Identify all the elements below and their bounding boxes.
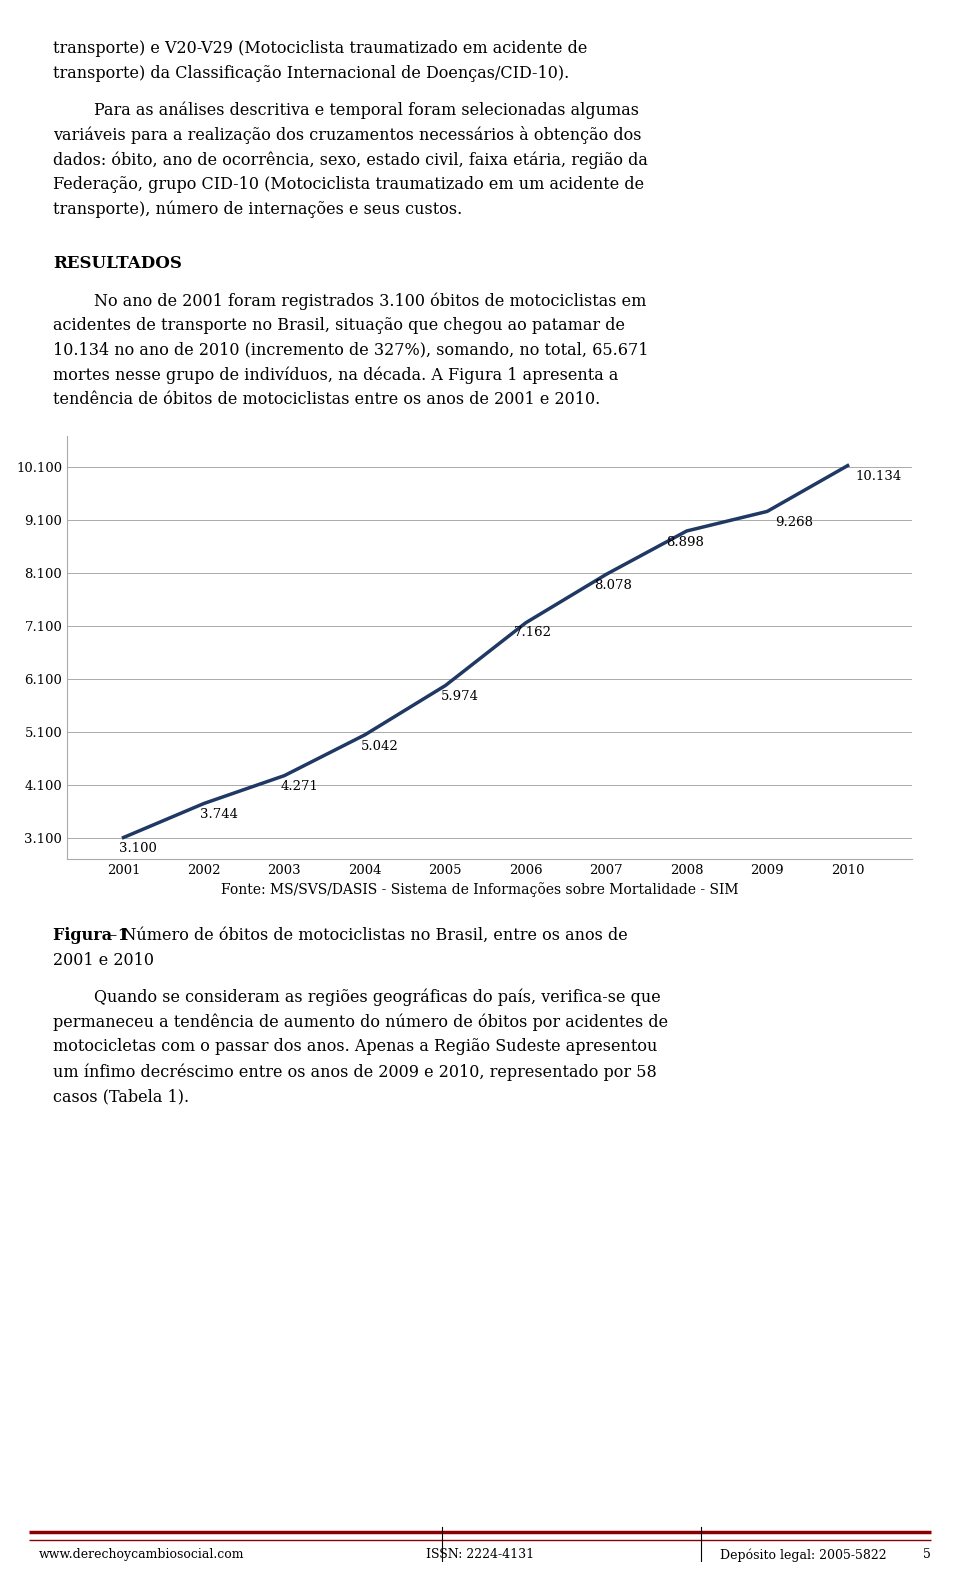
Text: ISSN: 2224-4131: ISSN: 2224-4131 xyxy=(426,1548,534,1561)
Text: 10.134 no ano de 2010 (incremento de 327%), somando, no total, 65.671: 10.134 no ano de 2010 (incremento de 327… xyxy=(53,342,648,359)
Text: 4.271: 4.271 xyxy=(280,780,319,793)
Text: dados: óbito, ano de ocorrência, sexo, estado civil, faixa etária, região da: dados: óbito, ano de ocorrência, sexo, e… xyxy=(53,152,648,169)
Text: 5.042: 5.042 xyxy=(361,739,398,753)
Text: tendência de óbitos de motociclistas entre os anos de 2001 e 2010.: tendência de óbitos de motociclistas ent… xyxy=(53,391,600,409)
Text: Fonte: MS/SVS/DASIS - Sistema de Informações sobre Mortalidade - SIM: Fonte: MS/SVS/DASIS - Sistema de Informa… xyxy=(221,883,739,897)
Text: 2001 e 2010: 2001 e 2010 xyxy=(53,951,154,969)
Text: mortes nesse grupo de indivíduos, na década. A Figura 1 apresenta a: mortes nesse grupo de indivíduos, na déc… xyxy=(53,367,618,385)
Text: – Número de óbitos de motociclistas no Brasil, entre os anos de: – Número de óbitos de motociclistas no B… xyxy=(105,927,628,945)
Text: 9.268: 9.268 xyxy=(776,516,813,530)
Text: Depósito legal: 2005-5822: Depósito legal: 2005-5822 xyxy=(720,1548,887,1561)
Text: variáveis para a realização dos cruzamentos necessários à obtenção dos: variáveis para a realização dos cruzamen… xyxy=(53,126,641,145)
Text: 3.744: 3.744 xyxy=(200,808,238,822)
Text: Quando se consideram as regiões geográficas do país, verifica-se que: Quando se consideram as regiões geográfi… xyxy=(53,990,660,1007)
Text: 3.100: 3.100 xyxy=(119,843,157,855)
Text: 5: 5 xyxy=(924,1548,931,1561)
Text: casos (Tabela 1).: casos (Tabela 1). xyxy=(53,1088,189,1104)
Text: 7.162: 7.162 xyxy=(514,627,552,640)
Text: Para as análises descritiva e temporal foram selecionadas algumas: Para as análises descritiva e temporal f… xyxy=(53,102,638,120)
Text: transporte) da Classificação Internacional de Doenças/CID-10).: transporte) da Classificação Internacion… xyxy=(53,64,569,81)
Text: 5.974: 5.974 xyxy=(442,691,479,704)
Text: No ano de 2001 foram registrados 3.100 óbitos de motociclistas em: No ano de 2001 foram registrados 3.100 ó… xyxy=(53,292,646,310)
Text: 10.134: 10.134 xyxy=(855,471,902,484)
Text: um ínfimo decréscimo entre os anos de 2009 e 2010, representado por 58: um ínfimo decréscimo entre os anos de 20… xyxy=(53,1063,657,1080)
Text: permaneceu a tendência de aumento do número de óbitos por acidentes de: permaneceu a tendência de aumento do núm… xyxy=(53,1013,668,1031)
Text: www.derechoycambiosocial.com: www.derechoycambiosocial.com xyxy=(38,1548,244,1561)
Text: acidentes de transporte no Brasil, situação que chegou ao patamar de: acidentes de transporte no Brasil, situa… xyxy=(53,318,625,334)
Text: RESULTADOS: RESULTADOS xyxy=(53,255,181,273)
Text: motocicletas com o passar dos anos. Apenas a Região Sudeste apresentou: motocicletas com o passar dos anos. Apen… xyxy=(53,1039,658,1055)
Text: 8.078: 8.078 xyxy=(594,579,632,592)
Text: Federação, grupo CID-10 (Motociclista traumatizado em um acidente de: Federação, grupo CID-10 (Motociclista tr… xyxy=(53,176,644,193)
Text: transporte), número de internações e seus custos.: transporte), número de internações e seu… xyxy=(53,201,462,219)
Text: 8.898: 8.898 xyxy=(666,536,705,549)
Text: transporte) e V20-V29 (Motociclista traumatizado em acidente de: transporte) e V20-V29 (Motociclista trau… xyxy=(53,40,588,57)
Text: Figura 1: Figura 1 xyxy=(53,927,129,945)
